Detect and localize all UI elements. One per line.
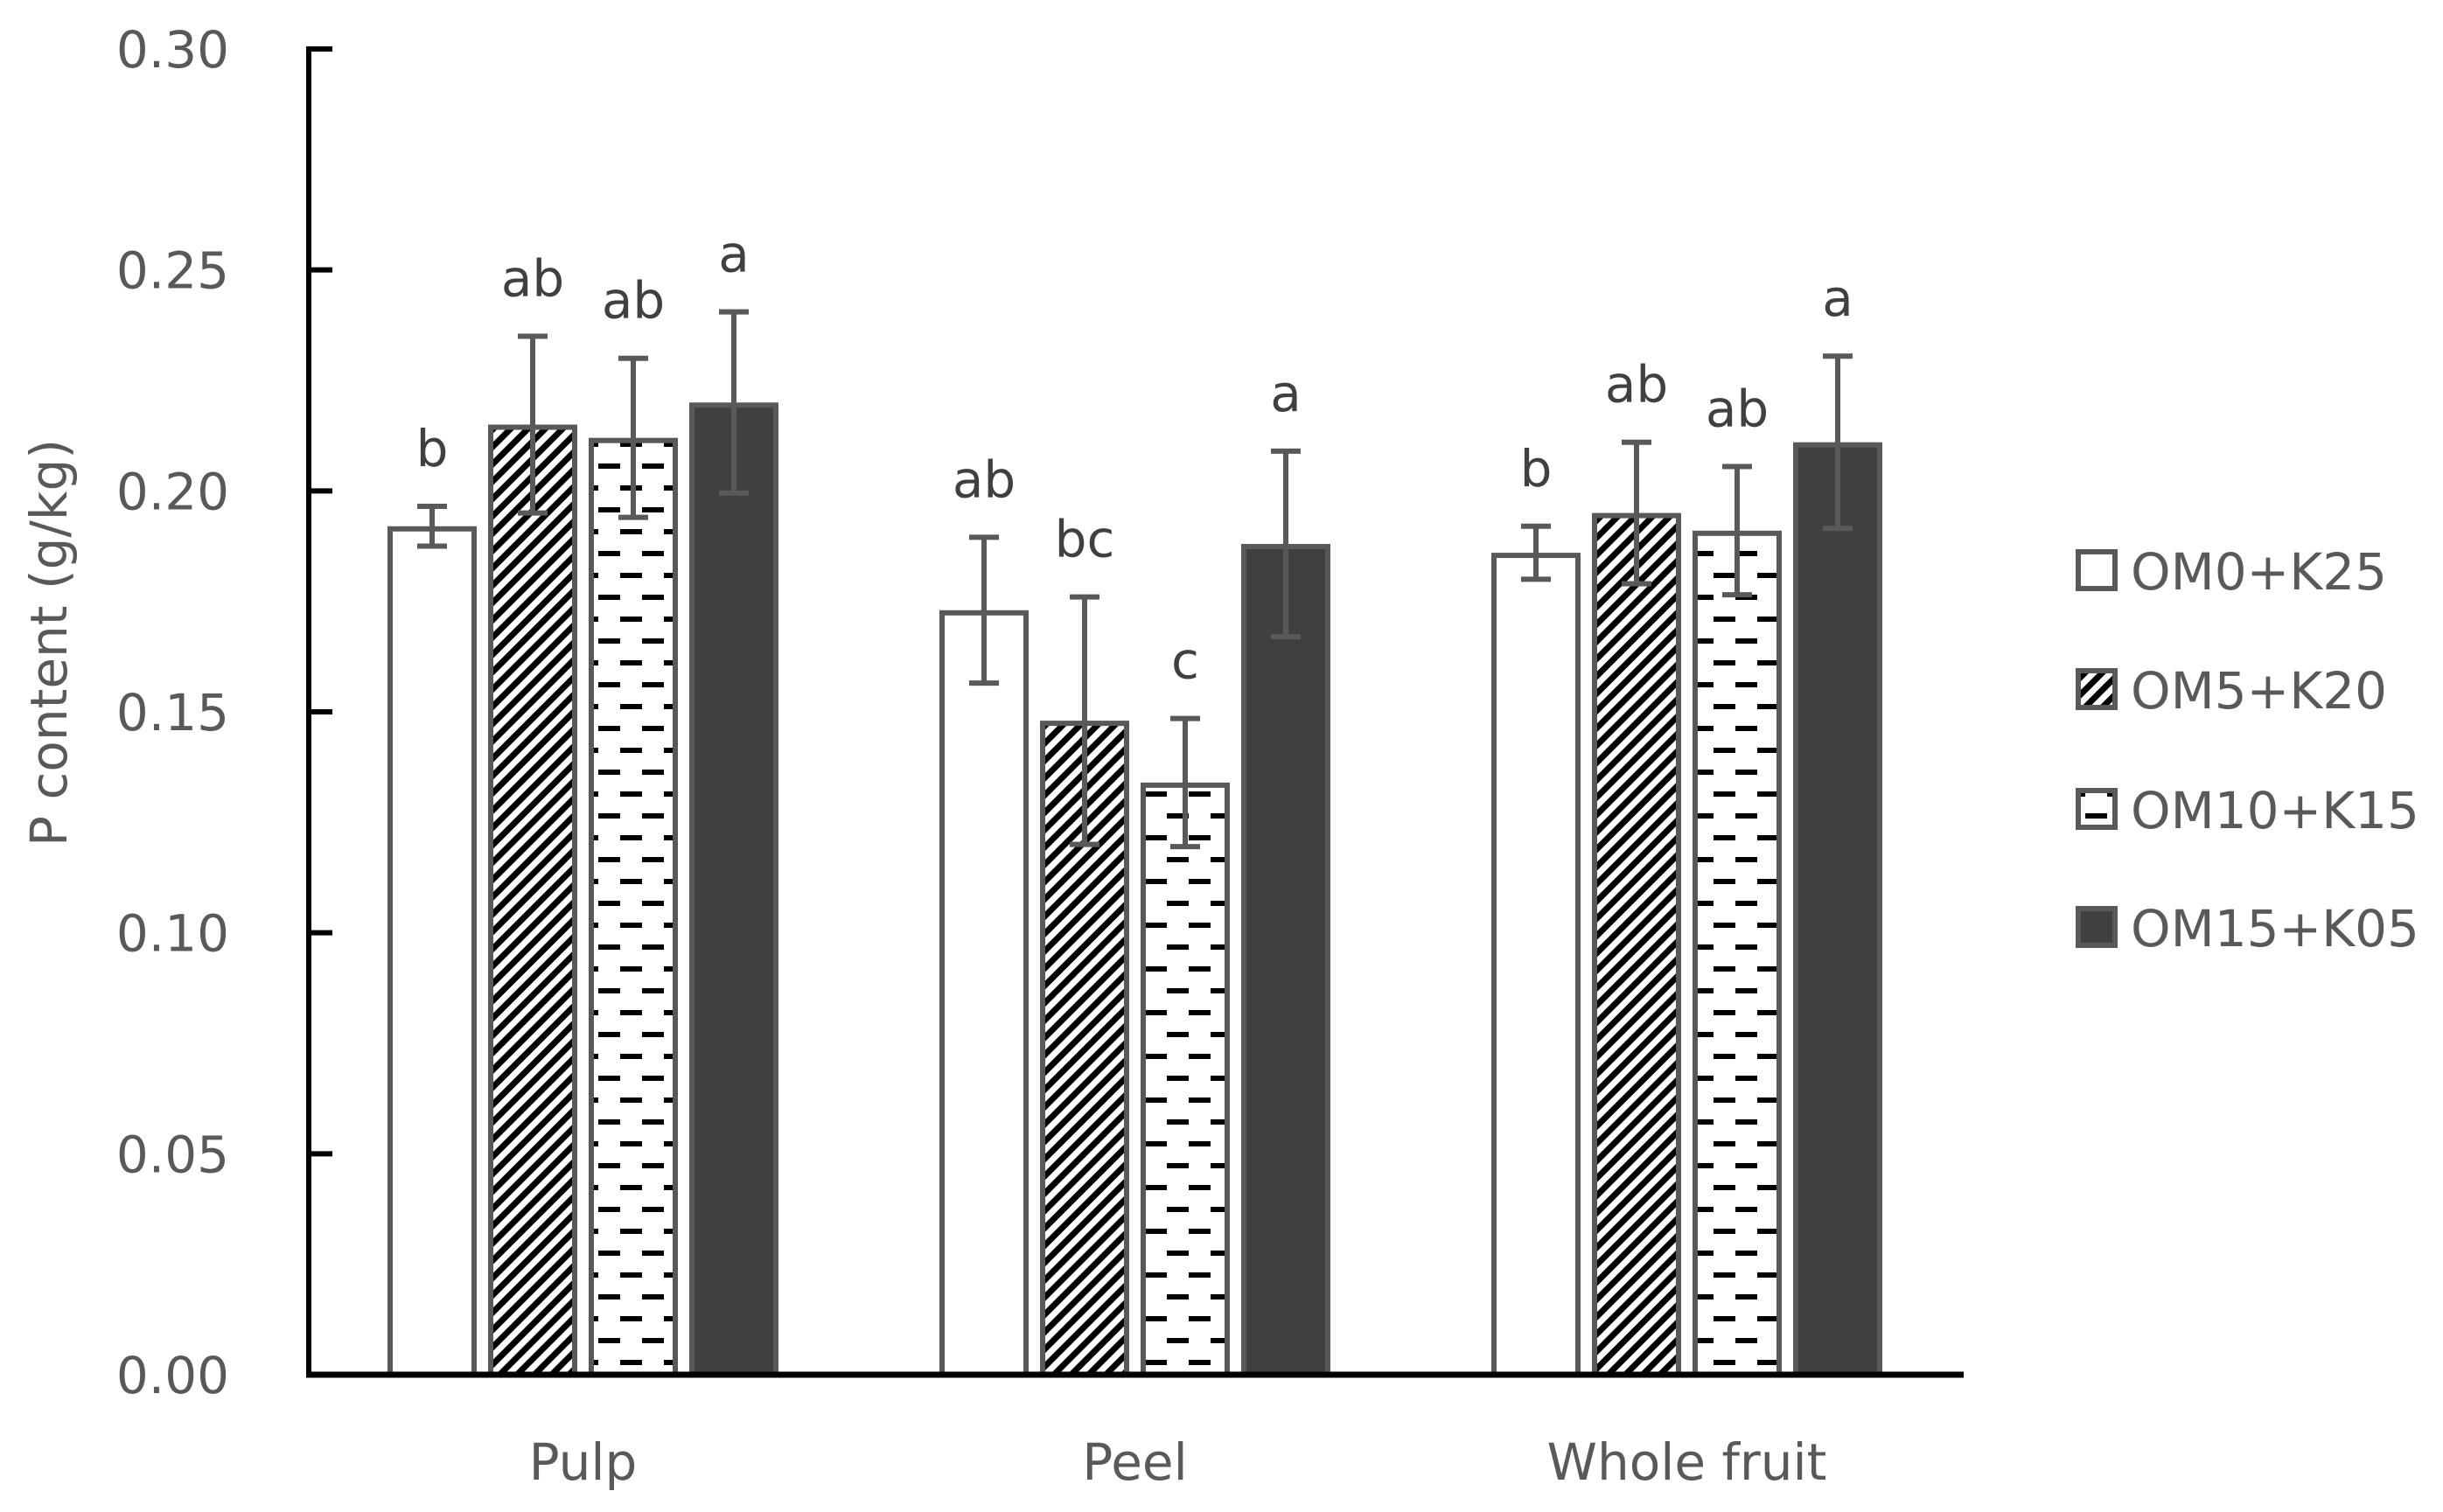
- bar-whole-fruit-om15-k05: [1793, 442, 1882, 1377]
- legend-item-om10-k15: OM10+K15: [2076, 781, 2419, 840]
- y-tick-label: 0.10: [116, 904, 229, 964]
- significance-letter: c: [1171, 631, 1199, 691]
- significance-letter: ab: [501, 248, 564, 308]
- legend-item-om0-k25: OM0+K25: [2076, 542, 2387, 602]
- legend-item-om15-k05: OM15+K05: [2076, 899, 2419, 958]
- y-tick-label: 0.25: [116, 241, 229, 301]
- legend-label: OM10+K15: [2131, 781, 2419, 840]
- error-bar: [1722, 463, 1752, 598]
- x-category-label: Peel: [1082, 1432, 1187, 1492]
- error-bar: [518, 333, 548, 516]
- significance-letter: ab: [602, 271, 665, 331]
- significance-letter: ab: [1706, 380, 1769, 439]
- bar-peel-om0-k25: [939, 610, 1029, 1377]
- legend-item-om5-k20: OM5+K20: [2076, 661, 2387, 721]
- significance-letter: ab: [953, 449, 1016, 509]
- legend-label: OM15+K05: [2131, 899, 2419, 958]
- bar-whole-fruit-om5-k20: [1592, 512, 1681, 1377]
- error-bar: [1622, 439, 1651, 587]
- bar-pulp-om10-k15: [589, 437, 678, 1377]
- bar-whole-fruit-om0-k25: [1491, 553, 1581, 1377]
- significance-letter: bc: [1055, 510, 1115, 569]
- bar-pulp-om0-k25: [387, 526, 477, 1377]
- y-axis-ticks: 0.00 0.05 0.10 0.15 0.20 0.25 0.30: [116, 20, 332, 1405]
- legend: OM0+K25 OM5+K20 OM10+K15 OM15+K05: [2076, 542, 2419, 958]
- legend-label: OM5+K20: [2131, 661, 2387, 721]
- error-bar: [1521, 523, 1551, 582]
- x-axis-category-labels: Pulp Peel Whole fruit: [529, 1432, 1827, 1492]
- bar-whole-fruit-om10-k15: [1693, 530, 1782, 1377]
- legend-swatch: [2076, 788, 2118, 830]
- error-bar: [719, 309, 749, 496]
- significance-letter: ab: [1605, 355, 1668, 415]
- legend-swatch: [2076, 549, 2118, 591]
- error-bar: [969, 534, 999, 686]
- significance-letter: a: [1270, 364, 1302, 423]
- error-bar: [1823, 353, 1853, 532]
- bar-peel-om15-k05: [1241, 543, 1330, 1377]
- significance-letter: b: [1520, 439, 1553, 498]
- error-bars-layer: [417, 309, 1853, 850]
- y-tick-label: 0.05: [116, 1125, 229, 1184]
- bar-pulp-om5-k20: [488, 424, 577, 1377]
- legend-label: OM0+K25: [2131, 542, 2387, 602]
- error-bar: [1271, 448, 1301, 640]
- y-tick-label: 0.00: [116, 1346, 229, 1405]
- significance-letter: a: [1822, 268, 1853, 328]
- bar-pulp-om15-k05: [689, 402, 778, 1377]
- y-tick-label: 0.20: [116, 462, 229, 521]
- y-axis-title: P content (g/kg): [19, 439, 79, 847]
- significance-letter: b: [416, 419, 449, 478]
- legend-swatch: [2076, 668, 2118, 710]
- x-category-label: Pulp: [529, 1432, 638, 1492]
- error-bar: [417, 504, 447, 549]
- legend-swatch: [2076, 906, 2118, 948]
- significance-letter: a: [718, 225, 750, 284]
- error-bar: [618, 355, 648, 520]
- error-bar: [1070, 594, 1099, 847]
- y-tick-label: 0.15: [116, 683, 229, 742]
- bar-peel-om10-k15: [1141, 782, 1230, 1377]
- bars-layer: [387, 402, 1882, 1377]
- y-tick-label: 0.30: [116, 20, 229, 80]
- x-category-label: Whole fruit: [1547, 1432, 1827, 1492]
- error-bar: [1170, 715, 1200, 850]
